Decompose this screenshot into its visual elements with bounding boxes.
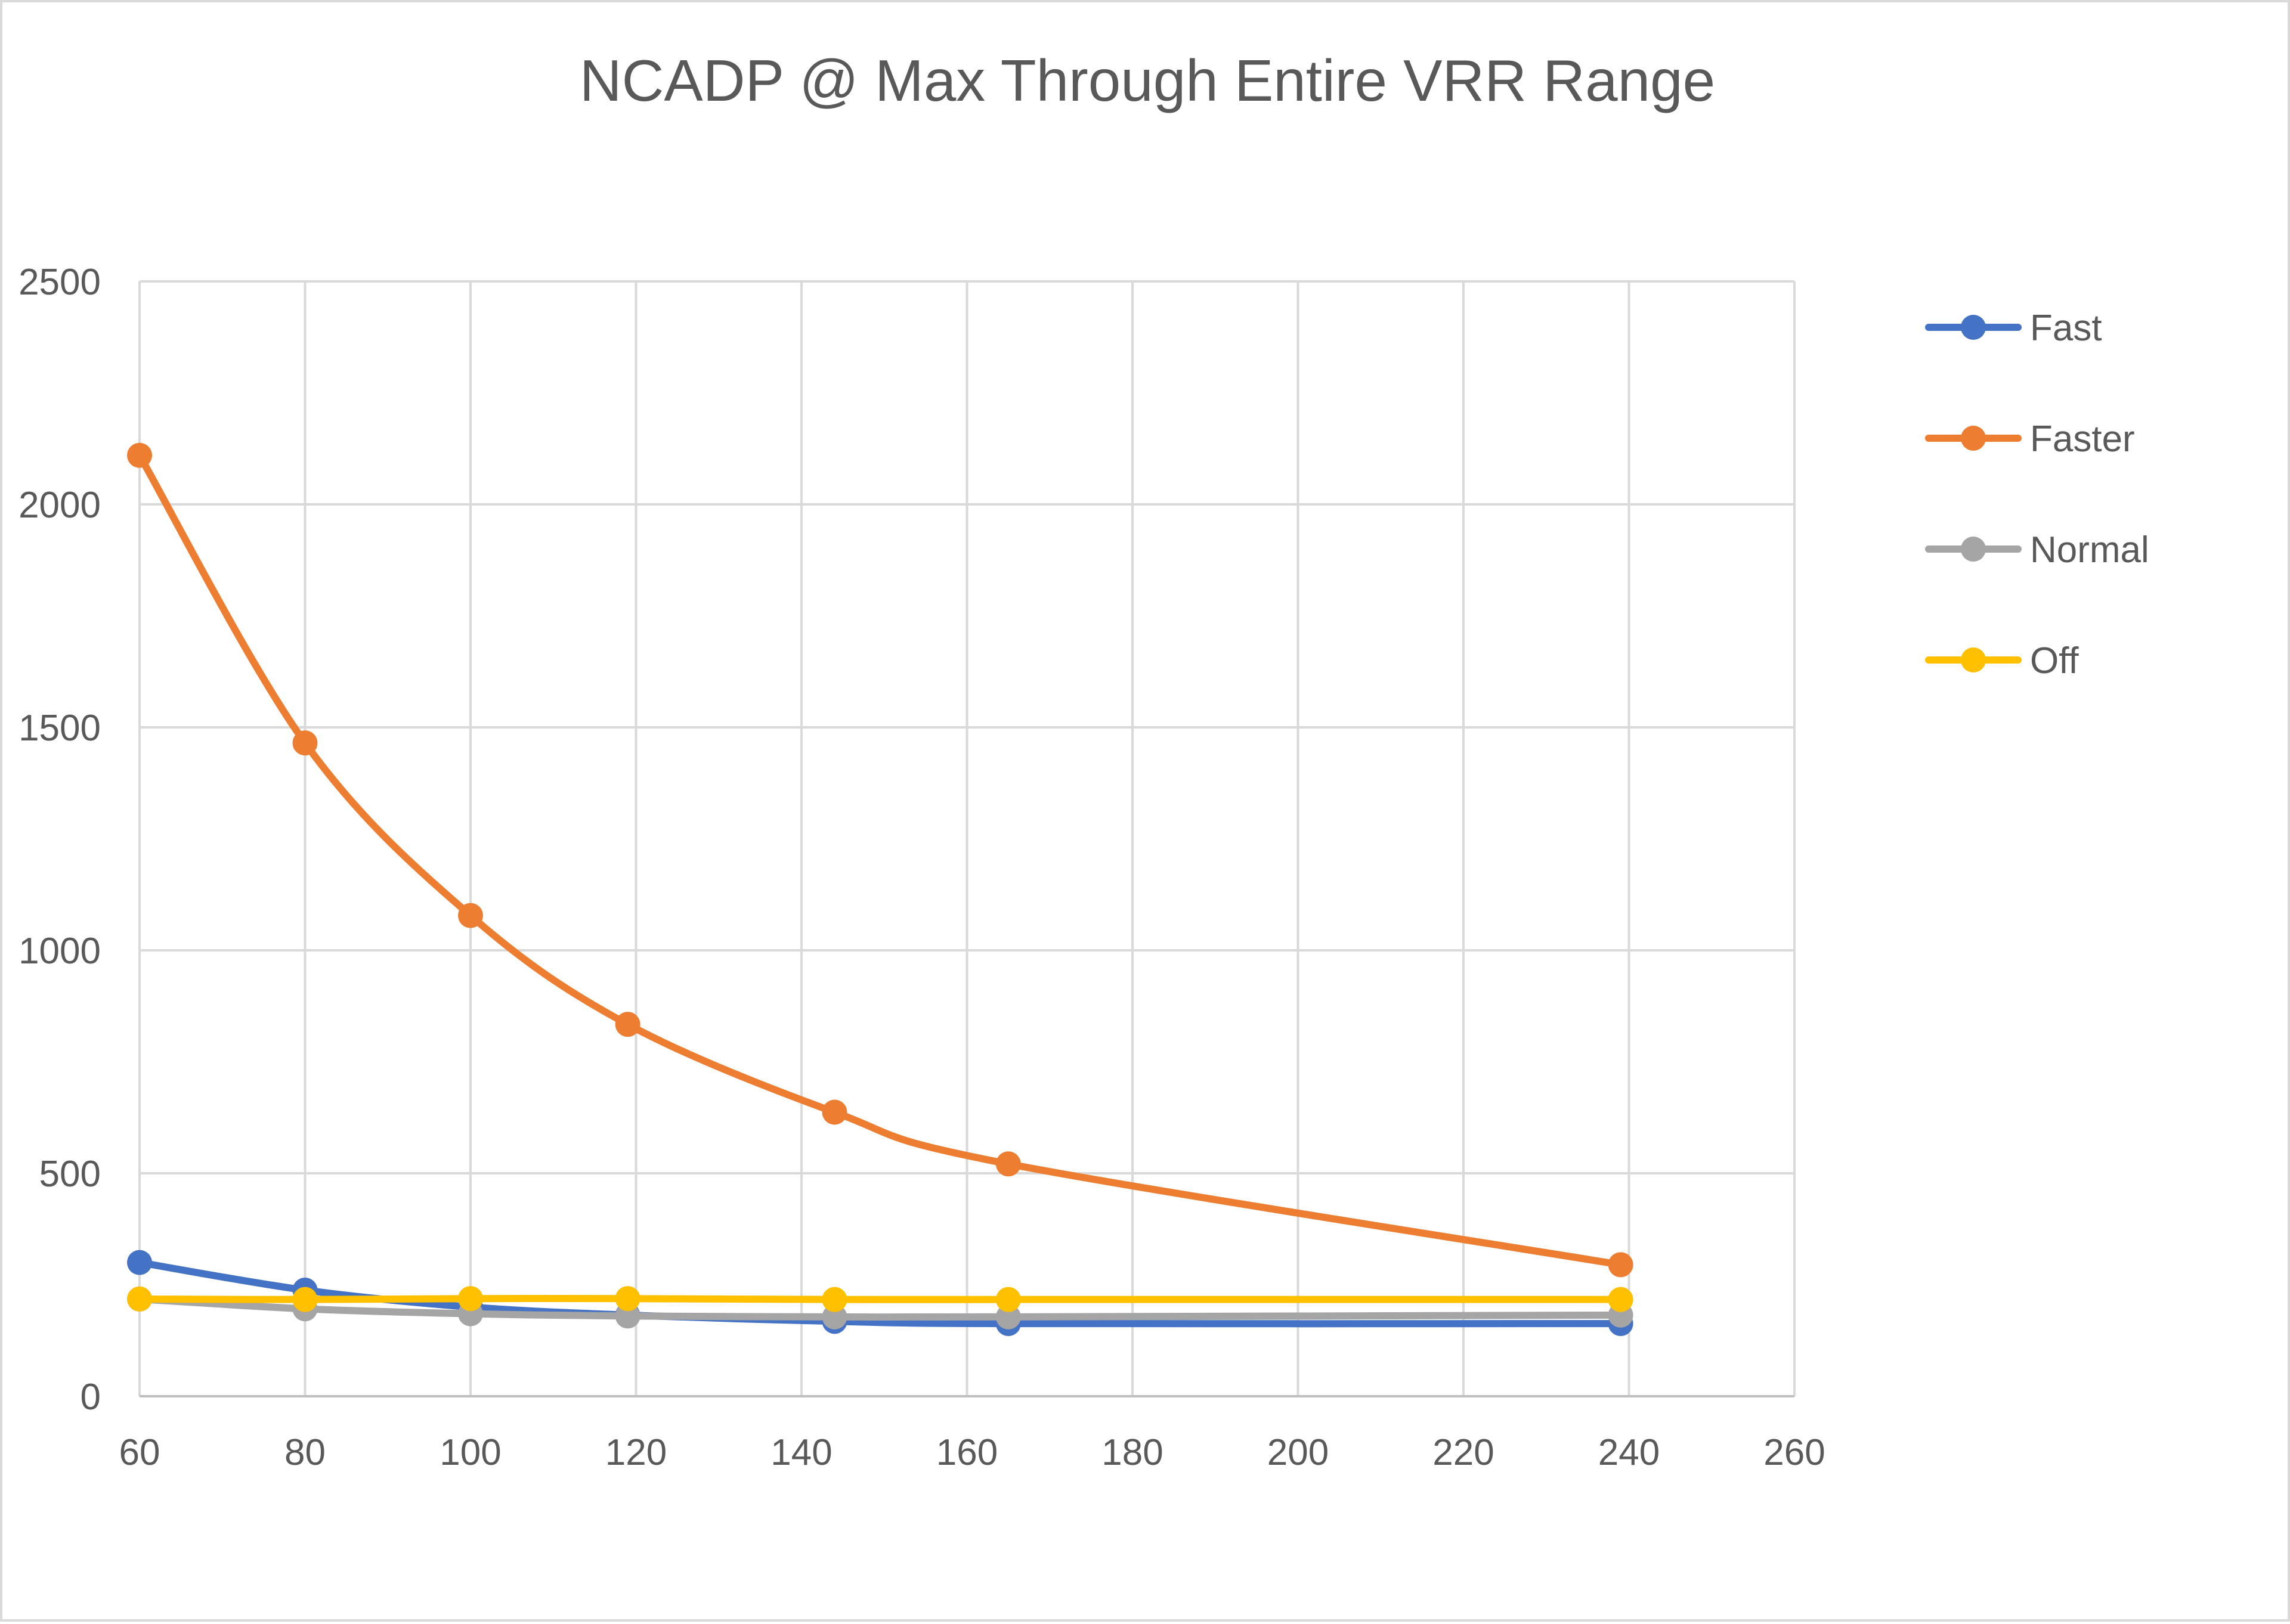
data-point-off xyxy=(1608,1287,1633,1312)
y-tick-label: 1500 xyxy=(18,708,101,749)
legend-label-normal: Normal xyxy=(2030,529,2149,571)
x-tick-label: 220 xyxy=(1432,1432,1494,1473)
x-tick-label: 240 xyxy=(1598,1432,1660,1473)
x-tick-label: 140 xyxy=(770,1432,832,1473)
y-tick-label: 2000 xyxy=(18,485,101,526)
chart-title: NCADP @ Max Through Entire VRR Range xyxy=(580,48,1715,113)
data-point-faster xyxy=(995,1151,1021,1177)
data-point-off xyxy=(615,1286,640,1312)
data-point-off xyxy=(822,1287,847,1312)
data-point-off xyxy=(458,1286,483,1312)
x-tick-label: 200 xyxy=(1267,1432,1329,1473)
data-point-off xyxy=(995,1287,1021,1312)
legend: Fast Faster Normal Off xyxy=(1925,308,2149,681)
data-point-off xyxy=(292,1287,318,1312)
legend-marker-normal xyxy=(1961,537,1986,562)
y-tick-label: 1000 xyxy=(18,931,101,972)
data-point-faster xyxy=(615,1012,640,1037)
legend-label-faster: Faster xyxy=(2030,419,2135,460)
x-tick-label: 260 xyxy=(1763,1432,1825,1473)
series-line-off xyxy=(136,1295,1624,1303)
data-point-faster xyxy=(292,730,318,756)
x-tick-label: 100 xyxy=(440,1432,501,1473)
series-lines xyxy=(127,442,1633,1337)
x-tick-label: 160 xyxy=(936,1432,998,1473)
legend-marker-fast xyxy=(1961,315,1986,340)
data-point-normal xyxy=(615,1303,640,1329)
data-point-fast xyxy=(127,1250,152,1275)
series-line-normal xyxy=(136,1295,1624,1321)
data-point-normal xyxy=(995,1304,1021,1329)
axes: 0 500 1000 1500 2000 2500 60 80 100 120 140 160 180 2… xyxy=(18,262,1825,1473)
legend-marker-off xyxy=(1961,647,1986,672)
data-point-faster xyxy=(1608,1252,1633,1278)
x-tick-label: 120 xyxy=(605,1432,667,1473)
legend-marker-faster xyxy=(1961,426,1986,451)
data-point-faster xyxy=(127,442,152,468)
x-tick-label: 80 xyxy=(284,1432,326,1473)
series-line-faster xyxy=(136,451,1624,1269)
legend-label-off: Off xyxy=(2030,640,2079,681)
y-tick-label: 500 xyxy=(39,1154,101,1195)
y-tick-label: 0 xyxy=(81,1377,101,1418)
legend-label-fast: Fast xyxy=(2030,308,2102,349)
y-tick-label: 2500 xyxy=(18,262,101,303)
data-point-faster xyxy=(458,903,483,928)
data-point-faster xyxy=(822,1099,847,1125)
data-point-off xyxy=(127,1286,152,1312)
gridlines xyxy=(140,280,1796,1396)
x-tick-label: 180 xyxy=(1101,1432,1163,1473)
x-tick-label: 60 xyxy=(119,1432,160,1473)
data-point-normal xyxy=(822,1304,847,1329)
